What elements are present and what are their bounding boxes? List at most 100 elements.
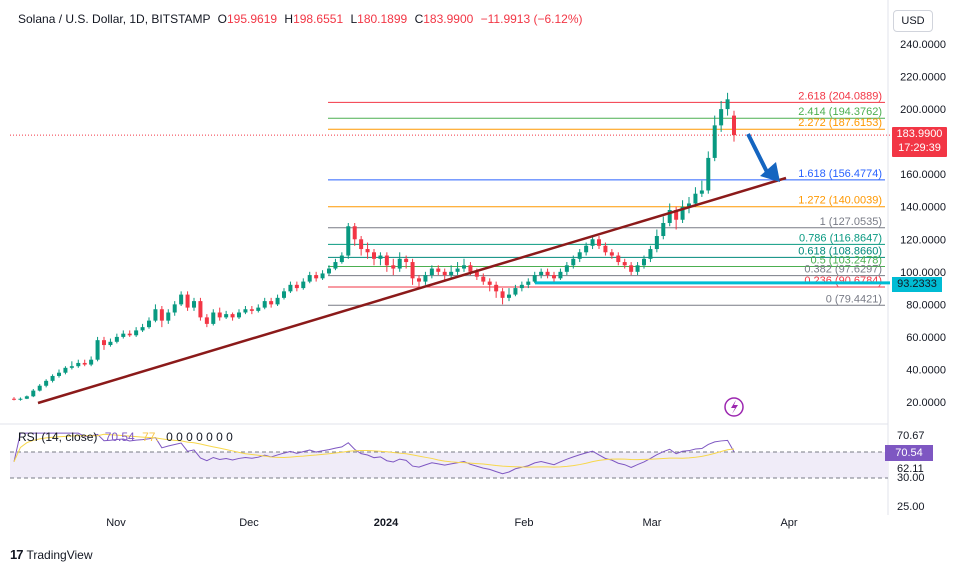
candle-body bbox=[622, 262, 627, 266]
tradingview-logo[interactable]: 17 TradingView bbox=[10, 547, 93, 562]
time-tick-label: Dec bbox=[239, 517, 259, 529]
candle-body bbox=[339, 255, 344, 263]
rsi-badge: 70.54 bbox=[885, 445, 933, 461]
open-value: 195.9619 bbox=[226, 12, 278, 26]
price-axis: 240.0000220.0000200.0000180.0000160.0000… bbox=[900, 39, 946, 409]
candle-body bbox=[50, 375, 55, 381]
candle-body bbox=[397, 258, 402, 269]
fib-level-label: 0.236 (90.6784) bbox=[804, 275, 882, 287]
time-tick-label: Nov bbox=[106, 517, 126, 529]
grid bbox=[0, 0, 889, 515]
candle-body bbox=[114, 336, 119, 342]
candle-body bbox=[429, 268, 434, 276]
candle-body bbox=[712, 125, 717, 158]
candle-body bbox=[204, 317, 209, 324]
rsi-label: RSI (14, close) bbox=[18, 430, 98, 444]
candle-body bbox=[359, 239, 364, 250]
fib-level-label: 0.618 (108.8660) bbox=[798, 245, 882, 257]
candle-body bbox=[294, 284, 299, 289]
candle-body bbox=[609, 252, 614, 256]
candle-body bbox=[224, 314, 229, 318]
candle-body bbox=[674, 209, 679, 220]
rsi-tick-label: 62.11 bbox=[897, 463, 924, 475]
candle-body bbox=[262, 301, 267, 308]
candle-body bbox=[31, 390, 36, 397]
candle-body bbox=[249, 309, 254, 311]
candle-body bbox=[365, 249, 370, 253]
candle-body bbox=[127, 333, 132, 336]
lightning-bolt-icon bbox=[731, 400, 738, 414]
candle-body bbox=[687, 203, 691, 207]
candle-body bbox=[243, 309, 248, 313]
candle-body bbox=[269, 301, 274, 305]
candle-body bbox=[462, 265, 466, 269]
candle-body bbox=[513, 288, 518, 295]
change-value: −11.9913 (−6.12%) bbox=[480, 12, 583, 26]
candle-body bbox=[192, 301, 196, 308]
fib-level-label: 0.786 (116.8647) bbox=[799, 232, 882, 244]
candle-body bbox=[545, 271, 550, 276]
candle-body bbox=[423, 275, 428, 282]
candle-body bbox=[153, 309, 158, 321]
fib-level-label: 2.272 (187.6153) bbox=[798, 117, 882, 129]
rsi-tick-label: 70.67 bbox=[897, 430, 925, 442]
candle-body bbox=[179, 294, 184, 305]
candle-body bbox=[603, 245, 608, 253]
candle-body bbox=[82, 362, 87, 365]
candle-body bbox=[725, 99, 730, 110]
candle-body bbox=[455, 268, 460, 272]
price-tick-label: 220.0000 bbox=[900, 72, 946, 84]
time-tick-label: Mar bbox=[643, 517, 662, 529]
rsi-band bbox=[10, 452, 888, 478]
fib-level-label: 0.5 (103.2478) bbox=[810, 255, 882, 267]
candle-body bbox=[217, 312, 222, 318]
candle-body bbox=[526, 281, 531, 285]
candle-body bbox=[693, 193, 698, 204]
candle-body bbox=[642, 258, 646, 266]
candle-body bbox=[442, 271, 447, 276]
candle-body bbox=[507, 294, 511, 298]
candle-body bbox=[532, 275, 537, 282]
candle-body bbox=[166, 312, 171, 321]
candle-body bbox=[468, 265, 473, 272]
currency-button[interactable]: USD bbox=[893, 10, 933, 32]
rsi-tick-label: 25.00 bbox=[897, 501, 925, 513]
fib-level-label: 1.618 (156.4774) bbox=[798, 168, 882, 180]
candle-body bbox=[256, 307, 261, 311]
price-tick-label: 160.0000 bbox=[900, 169, 946, 181]
candle-body bbox=[500, 291, 505, 298]
candle-body bbox=[102, 340, 106, 346]
price-tick-label: 240.0000 bbox=[900, 39, 946, 51]
candle-body bbox=[481, 276, 486, 282]
price-tick-label: 100.0000 bbox=[900, 267, 946, 279]
last-price: 183.9900 bbox=[896, 128, 943, 140]
candle-body bbox=[307, 275, 312, 282]
candle-body bbox=[667, 209, 672, 223]
fib-level-label: 0.382 (97.6297) bbox=[804, 264, 882, 276]
candle-body bbox=[487, 281, 492, 285]
time-tick-label: Feb bbox=[515, 517, 534, 529]
candle-body bbox=[384, 255, 389, 266]
candle-body bbox=[558, 271, 563, 279]
low-value: 180.1899 bbox=[357, 12, 408, 26]
price-tick-label: 80.0000 bbox=[906, 299, 946, 311]
time-axis: Nov Dec 2024 Feb Mar Apr bbox=[106, 517, 798, 529]
candle-body bbox=[327, 268, 331, 274]
candle-body bbox=[564, 265, 569, 272]
symbol-title: Solana / U.S. Dollar, 1D, BITSTAMP bbox=[18, 12, 211, 26]
candle-body bbox=[76, 362, 81, 367]
rsi-header[interactable]: RSI (14, close) 70.54 77. 0 0 0 0 0 0 0 bbox=[18, 430, 233, 444]
candle-body bbox=[732, 115, 736, 136]
candle-body bbox=[134, 330, 139, 336]
fib-level-label: 2.618 (204.0889) bbox=[798, 90, 882, 102]
candle-body bbox=[69, 366, 74, 368]
candle-body bbox=[410, 262, 415, 279]
candle-body bbox=[288, 284, 293, 292]
candle-body bbox=[352, 226, 357, 240]
candle-body bbox=[185, 294, 190, 308]
low-label: L bbox=[350, 12, 358, 26]
candle-body bbox=[140, 327, 145, 331]
